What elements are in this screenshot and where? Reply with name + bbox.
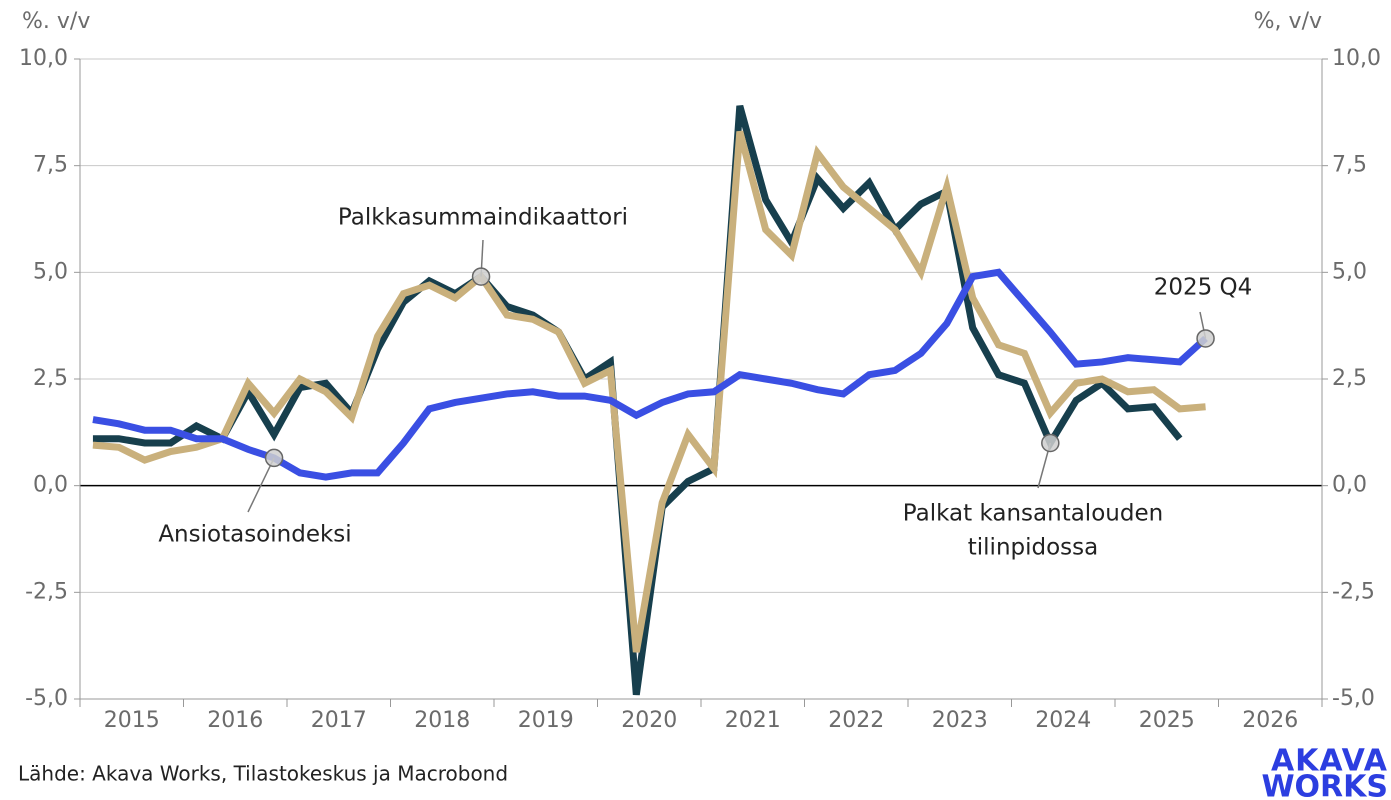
y2-tick-label: -2,5: [1332, 579, 1375, 604]
annotation-marker: [1041, 433, 1060, 453]
source: Lähde: Akava Works, Tilastokeskus ja Mac…: [18, 762, 508, 786]
annotation: Ansiotasoindeksi: [158, 522, 351, 548]
y2-tick-label: 2,5: [1332, 366, 1367, 391]
y2-tick-label: 5,0: [1332, 259, 1367, 284]
x-tick-label: 2023: [932, 708, 988, 733]
x-tick-label: 2021: [725, 708, 781, 733]
logo: WORKS: [1261, 770, 1388, 800]
y2-tick-label: -5,0: [1332, 686, 1375, 711]
y-tick-label: 0,0: [33, 473, 68, 498]
annotation-marker: [264, 448, 284, 468]
x-tick-label: 2016: [207, 708, 263, 733]
y-tick-label: -2,5: [25, 579, 68, 604]
y-tick-label: 5,0: [33, 259, 68, 284]
annotation-marker: [471, 267, 491, 286]
x-tick-label: 2020: [621, 708, 677, 733]
x-tick-label: 2025: [1139, 708, 1195, 733]
x-tick-label: 2018: [414, 708, 470, 733]
y2-axis-label: %, v/v: [1254, 9, 1322, 34]
x-tick-label: 2026: [1242, 708, 1298, 733]
y-tick-label: -5,0: [25, 686, 68, 711]
series-line: [92, 268, 1208, 481]
x-tick-label: 2017: [311, 708, 367, 733]
y-tick-label: 7,5: [33, 153, 68, 178]
series-line: [92, 130, 1206, 653]
x-tick-label: 2024: [1035, 708, 1091, 733]
x-tick-label: 2015: [104, 708, 160, 733]
y2-tick-label: 7,5: [1332, 153, 1367, 178]
series-line: [92, 105, 1183, 696]
y-tick-label: 2,5: [33, 366, 68, 391]
x-tick-label: 2022: [828, 708, 884, 733]
y-axis-label: %. v/v: [22, 9, 90, 34]
annotation: tilinpidossa: [968, 535, 1099, 561]
annotation-marker: [1196, 329, 1215, 348]
annotation: Palkkasummaindikaattori: [338, 205, 628, 231]
x-tick-label: 2019: [518, 708, 574, 733]
annotation: Palkat kansantalouden: [903, 501, 1163, 527]
y-tick-label: 10,0: [19, 46, 68, 71]
y2-tick-label: 10,0: [1332, 46, 1381, 71]
annotation: 2025 Q4: [1154, 275, 1253, 301]
annotation-leader: [247, 457, 275, 513]
y2-tick-label: 0,0: [1332, 473, 1367, 498]
logo: AKAVA: [1271, 744, 1388, 779]
